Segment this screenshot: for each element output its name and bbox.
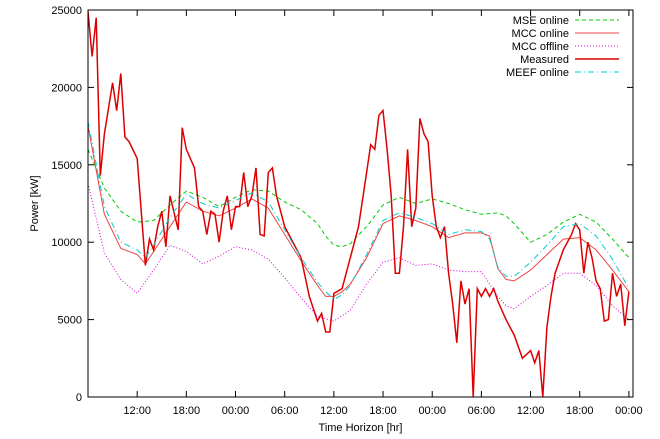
series-line-mcc-offline	[88, 183, 630, 322]
x-tick-label: 12:00	[320, 405, 348, 417]
x-tick-label: 00:00	[418, 405, 446, 417]
legend-label: Measured	[520, 54, 569, 66]
x-tick-label: 06:00	[271, 405, 299, 417]
y-axis: 0 5000 10000 15000 20000 25000	[51, 5, 633, 404]
x-tick-label: 00:00	[615, 405, 643, 417]
x-tick-label: 00:00	[222, 405, 250, 417]
legend-label: MEEF online	[506, 67, 569, 79]
y-axis-title: Power [kW]	[29, 175, 41, 231]
legend-label: MCC offline	[512, 41, 569, 53]
y-tick-label: 25000	[51, 5, 82, 17]
y-tick-label: 10000	[51, 237, 82, 249]
y-tick-label: 0	[76, 392, 82, 404]
series-line-measured	[88, 11, 630, 397]
y-tick-label: 20000	[51, 82, 82, 94]
x-tick-label: 06:00	[468, 405, 496, 417]
x-tick-label: 18:00	[566, 405, 594, 417]
x-tick-label: 12:00	[123, 405, 151, 417]
x-tick-label: 18:00	[173, 405, 201, 417]
series-layer	[88, 11, 630, 397]
y-tick-label: 5000	[58, 315, 82, 327]
y-tick-label: 15000	[51, 160, 82, 172]
x-axis-title: Time Horizon [hr]	[319, 422, 403, 434]
plot-frame	[87, 9, 634, 398]
series-line-mse-online	[88, 149, 630, 259]
x-tick-label: 12:00	[517, 405, 545, 417]
legend-label: MSE online	[513, 15, 569, 27]
x-axis: 12:00 18:00 00:00 06:00 12:00 18:00 00:00 06:00…	[123, 10, 643, 417]
series-line-meef-online	[88, 121, 630, 301]
legend-label: MCC online	[512, 28, 569, 40]
x-tick-label: 18:00	[369, 405, 397, 417]
